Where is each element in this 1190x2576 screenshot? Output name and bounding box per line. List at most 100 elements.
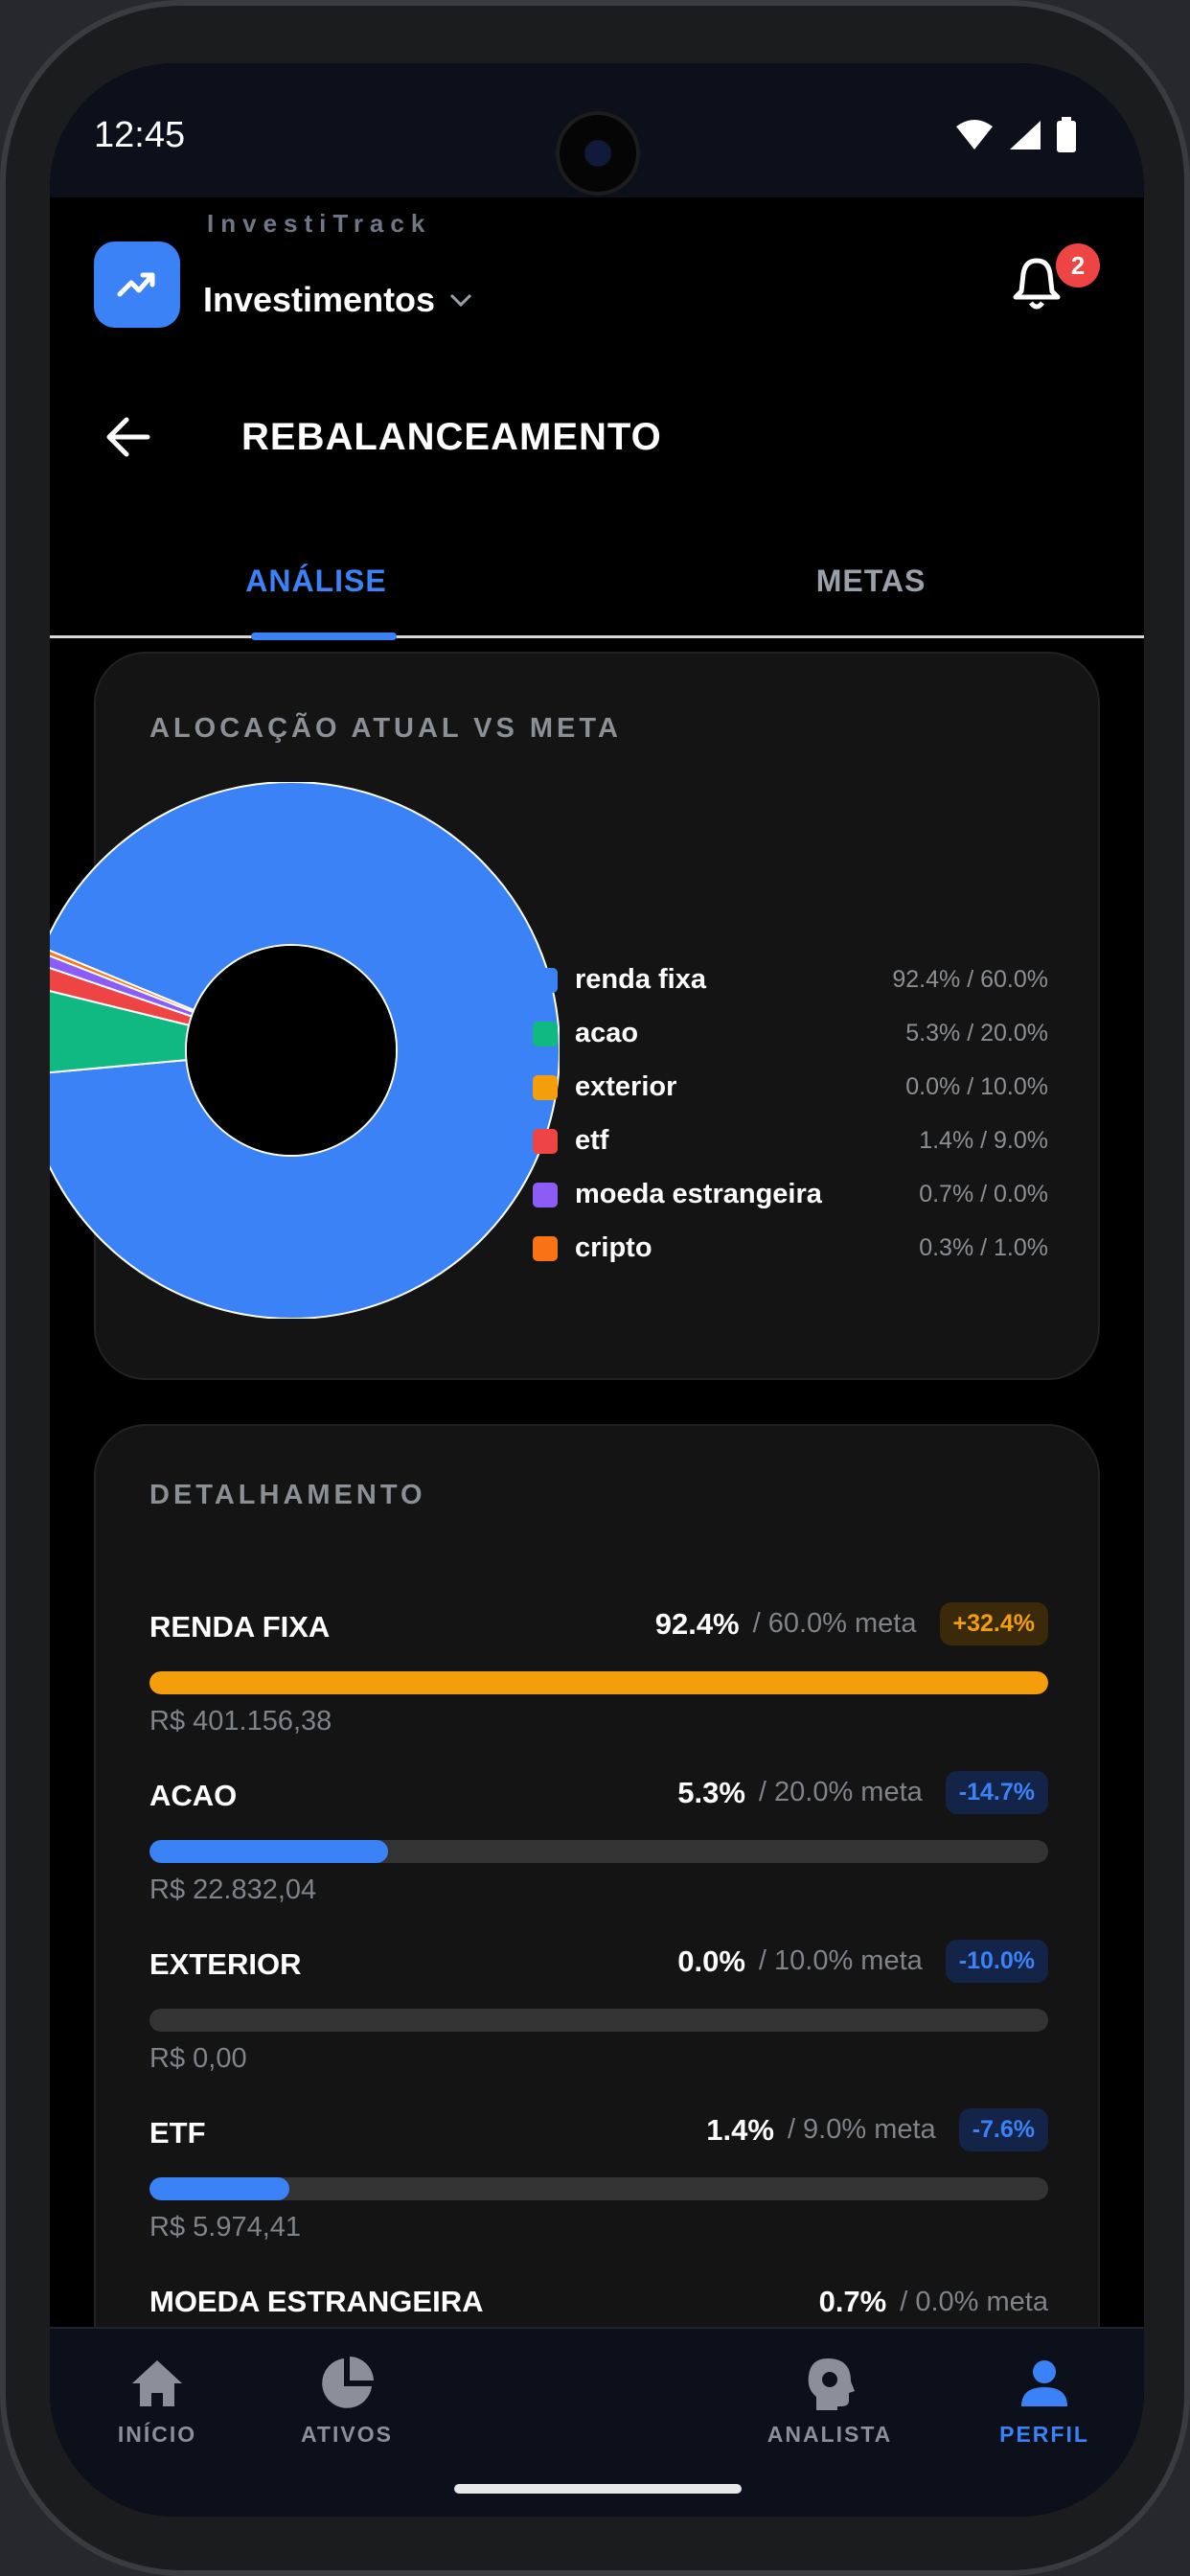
status-time: 12:45: [94, 115, 186, 155]
nav-label-perfil: PERFIL: [999, 2421, 1089, 2447]
chevron-down-icon: [450, 293, 472, 308]
legend-swatch: [533, 1183, 558, 1208]
detail-row-name: ETF: [149, 2116, 206, 2150]
front-camera: [556, 111, 640, 196]
detail-row-amount: R$ 0,00: [149, 2043, 247, 2074]
detail-row-diff-badge: -14.7%: [945, 1771, 1048, 1814]
signal-icon: [1010, 121, 1041, 150]
legend-label: acao: [575, 1018, 639, 1048]
home-indicator: [454, 2484, 742, 2494]
legend-swatch: [533, 1129, 558, 1154]
detail-row-target: / 9.0% meta: [787, 2114, 936, 2145]
portfolio-name: Investimentos: [203, 280, 436, 319]
detail-row-stats: 0.0% / 10.0% meta -10.0%: [677, 1940, 1048, 1983]
notification-badge: 2: [1056, 243, 1100, 288]
detail-row-name: MOEDA ESTRANGEIRA: [149, 2285, 484, 2318]
detail-row-stats: 5.3% / 20.0% meta -14.7%: [677, 1771, 1048, 1814]
allocation-donut-chart: [50, 782, 560, 1319]
app-header: InvestiTrack Investimentos 2: [50, 63, 1144, 360]
page-title: REBALANCEAMENTO: [241, 416, 662, 458]
battery-icon: [1057, 117, 1076, 152]
detail-row-target: / 10.0% meta: [758, 1945, 923, 1976]
status-bar: 12:45: [50, 63, 1144, 197]
nav-ativos[interactable]: ATIVOS: [251, 2329, 443, 2472]
detail-row-progress-fill: [149, 1671, 1048, 1694]
brand-name: InvestiTrack: [207, 209, 432, 238]
detail-row-percent: 0.7%: [818, 2285, 887, 2318]
detail-row-progress-bar: [149, 1671, 1048, 1694]
detail-row-progress-bar: [149, 2177, 1048, 2200]
legend-item: exterior 0.0% / 10.0%: [50, 1062, 1144, 1116]
phone-screen: 12:45 InvestiTrack Investimentos 2 REBAL…: [50, 63, 1144, 2517]
nav-label-ativos: ATIVOS: [301, 2421, 393, 2447]
donut-slice-cripto: [50, 949, 195, 1014]
detail-row-stats: 1.4% / 9.0% meta -7.6%: [706, 2108, 1048, 2151]
portfolio-selector[interactable]: Investimentos: [203, 280, 473, 320]
legend-value: 5.3% / 20.0%: [905, 1020, 1048, 1046]
page-toolbar: REBALANCEAMENTO: [50, 360, 1144, 523]
detail-row-amount: R$ 401.156,38: [149, 1706, 332, 1736]
legend-value: 1.4% / 9.0%: [919, 1127, 1048, 1154]
tab-metas[interactable]: METAS: [815, 563, 927, 598]
detail-card-title: DETALHAMENTO: [149, 1480, 426, 1510]
legend-swatch: [533, 1075, 558, 1100]
legend-item: renda fixa 92.4% / 60.0%: [50, 954, 1144, 1008]
detail-row-diff-badge: +32.4%: [939, 1602, 1048, 1645]
legend-value: 0.3% / 1.0%: [919, 1234, 1048, 1261]
detail-row-amount: R$ 22.832,04: [149, 1874, 317, 1905]
detail-row-diff-badge: -7.6%: [958, 2108, 1048, 2151]
detail-row-name: RENDA FIXA: [149, 1610, 331, 1644]
detail-row-percent: 0.0%: [677, 1944, 745, 1978]
tab-analise[interactable]: ANÁLISE: [245, 563, 387, 598]
legend-value: 0.0% / 10.0%: [905, 1073, 1048, 1100]
detail-row-stats: 92.4% / 60.0% meta +32.4%: [655, 1602, 1048, 1645]
tab-bar: ANÁLISE METAS: [50, 523, 1144, 640]
detail-row-progress-fill: [149, 1840, 388, 1863]
nav-perfil[interactable]: PERFIL: [949, 2329, 1140, 2472]
nav-label-analista: ANALISTA: [767, 2421, 893, 2447]
status-icons: [954, 117, 1077, 153]
nav-analista[interactable]: ANALISTA: [734, 2329, 926, 2472]
user-icon: [1021, 2359, 1067, 2406]
legend-label: moeda estrangeira: [575, 1179, 822, 1209]
detail-row-progress-bar: [149, 2009, 1048, 2032]
legend-item: cripto 0.3% / 1.0%: [50, 1223, 1144, 1276]
donut-slice-renda-fixa: [50, 782, 560, 1319]
detail-row-amount: R$ 5.974,41: [149, 2212, 302, 2242]
legend-item: acao 5.3% / 20.0%: [50, 1008, 1144, 1062]
legend-label: cripto: [575, 1232, 652, 1263]
nav-inicio[interactable]: INÍCIO: [61, 2329, 253, 2472]
legend-label: etf: [575, 1125, 609, 1156]
legend-swatch: [533, 1022, 558, 1046]
wifi-icon: [956, 120, 993, 150]
notification-bell-icon[interactable]: [1008, 255, 1065, 312]
legend-label: renda fixa: [575, 964, 706, 995]
detail-row-diff-badge: -10.0%: [945, 1940, 1048, 1983]
legend-swatch: [533, 968, 558, 993]
legend-item: moeda estrangeira 0.7% / 0.0%: [50, 1169, 1144, 1223]
detail-row-stats: 0.7% / 0.0% meta: [819, 2285, 1048, 2319]
detail-row-target: / 60.0% meta: [752, 1608, 917, 1639]
active-tab-indicator: [251, 632, 397, 640]
detail-row-target: / 0.0% meta: [900, 2286, 1048, 2317]
detail-row-percent: 5.3%: [677, 1775, 745, 1809]
detail-row-target: / 20.0% meta: [758, 1777, 923, 1807]
donut-hole: [187, 946, 396, 1155]
detail-row-progress-bar: [149, 1840, 1048, 1863]
brain-icon: [808, 2358, 855, 2410]
pie-chart-icon: [322, 2356, 374, 2408]
legend-label: exterior: [575, 1071, 677, 1102]
app-logo[interactable]: [94, 242, 180, 328]
legend-value: 92.4% / 60.0%: [892, 966, 1048, 993]
detail-row-progress-fill: [149, 2177, 290, 2200]
legend-swatch: [533, 1236, 558, 1261]
legend-item: etf 1.4% / 9.0%: [50, 1116, 1144, 1169]
allocation-card-title: ALOCAÇÃO ATUAL VS META: [149, 713, 622, 744]
back-arrow-icon[interactable]: [102, 410, 155, 464]
legend-value: 0.7% / 0.0%: [919, 1181, 1048, 1208]
detail-row-percent: 92.4%: [654, 1606, 740, 1641]
donut-slice-acao: [50, 990, 191, 1074]
home-icon: [132, 2359, 182, 2406]
detail-row-name: ACAO: [149, 1779, 238, 1812]
nav-label-inicio: INÍCIO: [117, 2421, 197, 2447]
